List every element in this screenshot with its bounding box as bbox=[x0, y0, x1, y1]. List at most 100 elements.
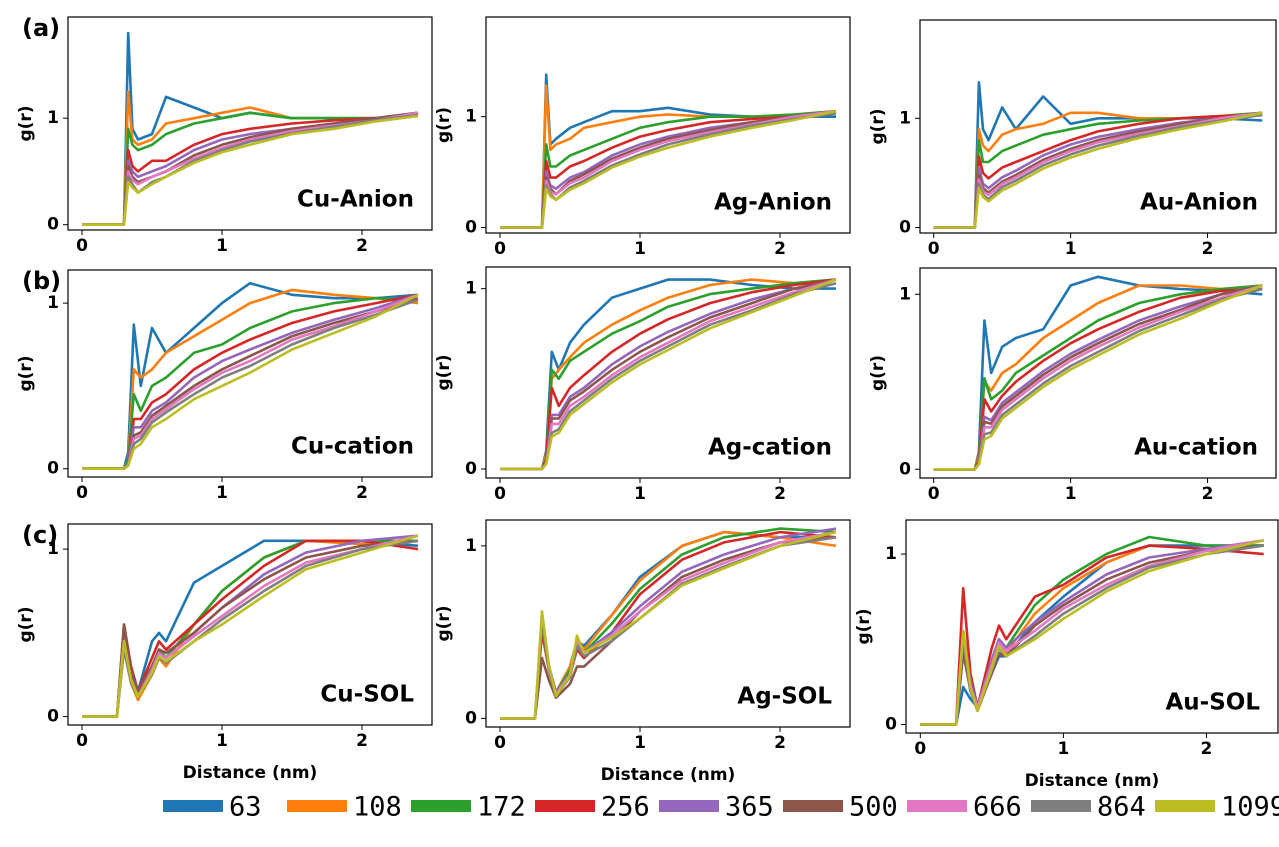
legend-label: 108 bbox=[353, 792, 402, 823]
legend-label: 256 bbox=[601, 792, 650, 823]
axes-frame bbox=[919, 267, 1277, 479]
axes-frame bbox=[485, 519, 851, 728]
series-line bbox=[82, 114, 419, 226]
x-tick-label: 0 bbox=[76, 483, 88, 503]
panel-annotation: Cu-cation bbox=[291, 434, 414, 460]
axes-frame bbox=[905, 519, 1279, 734]
legend: 63 108 172 256 365 500 666 864 1099 bbox=[163, 792, 1279, 823]
y-axis-label: g(r) bbox=[868, 108, 888, 144]
series-line bbox=[500, 109, 837, 229]
y-tick-label: 0 bbox=[899, 459, 911, 479]
x-tick-label: 0 bbox=[76, 236, 88, 256]
panel-annotation: Ag-SOL bbox=[737, 684, 832, 710]
subplot: 0 1 2 0 1 g(r) Distance (nm) Cu-SOL (c) bbox=[16, 521, 433, 783]
y-tick-label: 0 bbox=[465, 459, 477, 479]
x-tick-label: 2 bbox=[774, 239, 786, 259]
series-line bbox=[500, 109, 837, 229]
x-tick-label: 0 bbox=[494, 484, 506, 504]
panel-label: (c) bbox=[22, 521, 58, 549]
x-tick-label: 1 bbox=[634, 239, 646, 259]
x-tick-label: 1 bbox=[216, 483, 228, 503]
legend-label: 63 bbox=[229, 792, 262, 823]
series-line bbox=[500, 536, 837, 720]
x-tick-label: 1 bbox=[216, 236, 228, 256]
series-line bbox=[82, 539, 419, 718]
panel-annotation: Au-Anion bbox=[1140, 190, 1258, 216]
x-tick-label: 2 bbox=[1202, 239, 1214, 259]
y-tick-label: 0 bbox=[465, 708, 477, 728]
y-axis-label: g(r) bbox=[16, 606, 36, 642]
y-tick-label: 0 bbox=[885, 714, 897, 734]
x-tick-label: 2 bbox=[1201, 739, 1213, 759]
series-line bbox=[82, 111, 419, 226]
y-axis-label: g(r) bbox=[434, 107, 454, 143]
y-axis-label: g(r) bbox=[854, 608, 874, 644]
y-tick-label: 1 bbox=[899, 108, 911, 128]
series-line bbox=[500, 112, 837, 229]
x-tick-label: 1 bbox=[634, 484, 646, 504]
panel-annotation: Ag-cation bbox=[708, 435, 832, 461]
y-tick-label: 1 bbox=[47, 293, 59, 313]
panel-annotation: Cu-SOL bbox=[320, 682, 414, 708]
y-tick-label: 0 bbox=[47, 707, 59, 727]
legend-label: 666 bbox=[973, 792, 1022, 823]
series-line bbox=[920, 539, 1265, 726]
y-tick-label: 1 bbox=[47, 539, 59, 559]
y-axis-label: g(r) bbox=[434, 354, 454, 390]
legend-label: 1099 bbox=[1221, 792, 1279, 823]
axes-frame bbox=[67, 523, 433, 726]
legend-label: 864 bbox=[1097, 792, 1146, 823]
series-line bbox=[933, 113, 1263, 229]
axes-frame bbox=[919, 19, 1277, 234]
subplot: 0 1 2 0 1 g(r) Distance (nm) Au-SOL bbox=[854, 519, 1279, 791]
y-tick-label: 0 bbox=[465, 217, 477, 237]
axes-frame bbox=[67, 269, 433, 478]
x-tick-label: 0 bbox=[76, 731, 88, 751]
axes-frame bbox=[485, 16, 851, 234]
x-tick-label: 0 bbox=[928, 484, 940, 504]
subplot: 0 1 2 0 1 g(r) Distance (nm) Ag-SOL bbox=[434, 519, 851, 785]
subplot: 0 1 2 0 1 g(r) Ag-cation bbox=[434, 266, 851, 504]
series-line bbox=[82, 539, 419, 718]
y-tick-label: 1 bbox=[465, 279, 477, 299]
series-line bbox=[933, 113, 1263, 229]
series-line bbox=[500, 109, 837, 229]
y-axis-label: g(r) bbox=[434, 605, 454, 641]
x-tick-label: 1 bbox=[1065, 484, 1077, 504]
series-line bbox=[933, 111, 1263, 229]
subplot: 0 1 2 0 1 g(r) Cu-Anion (a) bbox=[16, 14, 433, 256]
series-line bbox=[500, 109, 837, 229]
x-axis-label: Distance (nm) bbox=[1025, 771, 1160, 791]
legend-label: 365 bbox=[725, 792, 774, 823]
series-line bbox=[500, 536, 837, 720]
y-tick-label: 1 bbox=[465, 107, 477, 127]
y-tick-label: 1 bbox=[899, 284, 911, 304]
x-tick-label: 2 bbox=[774, 733, 786, 753]
x-tick-label: 1 bbox=[1065, 239, 1077, 259]
axes-frame bbox=[67, 16, 433, 231]
y-tick-label: 0 bbox=[899, 218, 911, 238]
x-tick-label: 2 bbox=[774, 484, 786, 504]
y-tick-label: 1 bbox=[885, 544, 897, 564]
x-tick-label: 2 bbox=[1202, 484, 1214, 504]
series-line bbox=[920, 544, 1264, 726]
x-tick-label: 1 bbox=[634, 733, 646, 753]
legend-label: 172 bbox=[477, 792, 526, 823]
panel-annotation: Cu-Anion bbox=[297, 187, 414, 213]
series-line bbox=[500, 109, 837, 229]
panel-label: (b) bbox=[22, 267, 61, 295]
x-axis-label: Distance (nm) bbox=[601, 765, 736, 785]
x-tick-label: 1 bbox=[216, 731, 228, 751]
panel-annotation: Ag-Anion bbox=[714, 190, 832, 216]
series-line bbox=[500, 530, 837, 720]
series-line bbox=[933, 284, 1263, 471]
x-tick-label: 2 bbox=[356, 731, 368, 751]
subplot: 0 1 2 0 1 g(r) Ag-Anion bbox=[434, 16, 851, 259]
y-tick-label: 0 bbox=[47, 215, 59, 235]
subplot: 0 1 2 0 1 g(r) Cu-cation (b) bbox=[16, 267, 433, 503]
subplot: 0 1 2 0 1 g(r) Au-cation bbox=[868, 267, 1277, 504]
x-tick-label: 2 bbox=[356, 483, 368, 503]
x-tick-label: 0 bbox=[494, 239, 506, 259]
x-tick-label: 2 bbox=[356, 236, 368, 256]
